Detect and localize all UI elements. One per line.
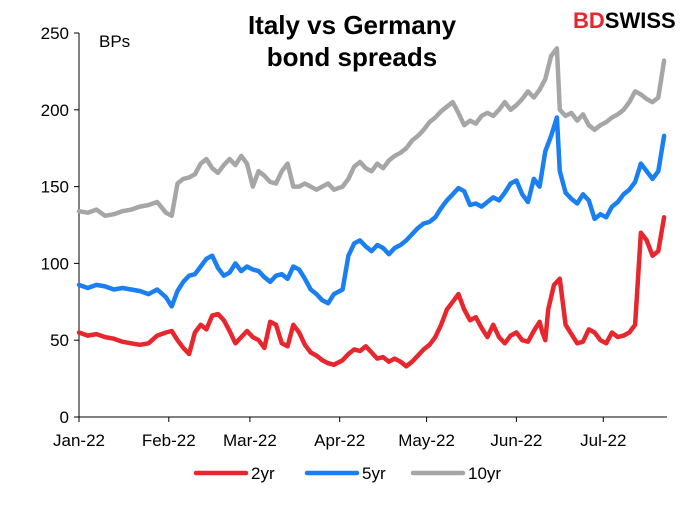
y-tick-label: 100 <box>41 254 69 273</box>
series-line-2yr <box>76 215 667 369</box>
x-tick-label: Feb-22 <box>142 431 196 450</box>
y-tick-label: 250 <box>41 24 69 43</box>
y-axis-unit-label: BPs <box>99 32 130 51</box>
axes: 0 50 100 150 200 250 Jan-22 Feb-22 Mar-22 Apr-22 M… <box>41 24 667 450</box>
x-tick-label: May-22 <box>398 431 455 450</box>
y-tick-label: 200 <box>41 101 69 120</box>
chart-title-line-2: bond spreads <box>267 42 437 72</box>
y-tick-label: 0 <box>60 408 69 427</box>
legend-label-10yr: 10yr <box>468 464 501 483</box>
x-tick-label: Jan-22 <box>53 431 105 450</box>
x-tick-label: Jun-22 <box>490 431 542 450</box>
x-tick-label: Mar-22 <box>223 431 277 450</box>
series-line-5yr <box>76 115 667 309</box>
series-layer <box>76 46 667 369</box>
brand-logo: BDSWISS <box>573 8 676 33</box>
legend-label-2yr: 2yr <box>251 464 275 483</box>
brand-logo-suffix: SWISS <box>605 8 676 33</box>
y-tick-label: 50 <box>50 331 69 350</box>
brand-logo-prefix: BD <box>573 8 605 33</box>
x-tick-label: Jul-22 <box>580 431 626 450</box>
x-tick-label: Apr-22 <box>314 431 365 450</box>
y-tick-label: 150 <box>41 178 69 197</box>
series-line-10yr <box>76 46 667 219</box>
legend-label-5yr: 5yr <box>362 464 386 483</box>
svg-text:BDSWISS: BDSWISS <box>573 8 676 33</box>
legend: 2yr 5yr 10yr <box>193 464 501 483</box>
chart-title-line-1: Italy vs Germany <box>248 10 457 40</box>
